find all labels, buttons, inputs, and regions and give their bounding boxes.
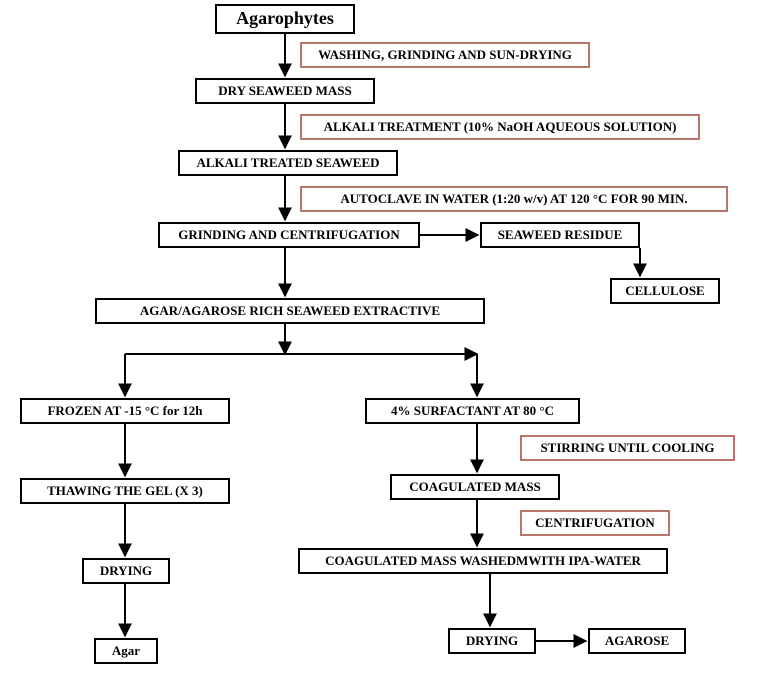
process-label: WASHING, GRINDING AND SUN-DRYING: [318, 48, 572, 62]
node-label: SEAWEED RESIDUE: [498, 228, 623, 242]
node-label: DRYING: [100, 564, 152, 578]
node-surfactant: 4% SURFACTANT AT 80 °C: [365, 398, 580, 424]
node-alkali-treated: ALKALI TREATED SEAWEED: [178, 150, 398, 176]
node-label: DRY SEAWEED MASS: [218, 84, 351, 98]
node-frozen: FROZEN AT -15 °C for 12h: [20, 398, 230, 424]
process-centrifugation: CENTRIFUGATION: [520, 510, 670, 536]
node-grinding: GRINDING AND CENTRIFUGATION: [158, 222, 420, 248]
process-label: ALKALI TREATMENT (10% NaOH AQUEOUS SOLUT…: [324, 120, 677, 134]
node-label: Agarophytes: [236, 9, 334, 29]
node-cellulose: CELLULOSE: [610, 278, 720, 304]
flowchart-arrows: [0, 0, 765, 690]
node-extractive: AGAR/AGAROSE RICH SEAWEED EXTRACTIVE: [95, 298, 485, 324]
process-stirring: STIRRING UNTIL COOLING: [520, 435, 735, 461]
node-label: THAWING THE GEL (X 3): [47, 484, 203, 498]
node-drying-2: DRYING: [448, 628, 536, 654]
node-residue: SEAWEED RESIDUE: [480, 222, 640, 248]
node-label: Agar: [112, 644, 140, 658]
node-label: FROZEN AT -15 °C for 12h: [47, 404, 202, 418]
process-label: CENTRIFUGATION: [535, 516, 655, 530]
process-label: STIRRING UNTIL COOLING: [540, 441, 714, 455]
node-drying-1: DRYING: [82, 558, 170, 584]
node-label: 4% SURFACTANT AT 80 °C: [391, 404, 554, 418]
node-label: DRYING: [466, 634, 518, 648]
node-label: AGAR/AGAROSE RICH SEAWEED EXTRACTIVE: [140, 304, 440, 318]
node-label: CELLULOSE: [625, 284, 704, 298]
node-agarophytes: Agarophytes: [215, 4, 355, 34]
node-dry-seaweed: DRY SEAWEED MASS: [195, 78, 375, 104]
node-label: COAGULATED MASS WASHEDMWITH IPA-WATER: [325, 554, 641, 568]
node-thawing: THAWING THE GEL (X 3): [20, 478, 230, 504]
node-label: GRINDING AND CENTRIFUGATION: [178, 228, 400, 242]
process-autoclave: AUTOCLAVE IN WATER (1:20 w/v) AT 120 °C …: [300, 186, 728, 212]
process-label: AUTOCLAVE IN WATER (1:20 w/v) AT 120 °C …: [340, 192, 687, 206]
node-agar: Agar: [94, 638, 158, 664]
flowchart-canvas: Agarophytes WASHING, GRINDING AND SUN-DR…: [0, 0, 765, 690]
process-alkali: ALKALI TREATMENT (10% NaOH AQUEOUS SOLUT…: [300, 114, 700, 140]
node-coagulated: COAGULATED MASS: [390, 474, 560, 500]
process-washing: WASHING, GRINDING AND SUN-DRYING: [300, 42, 590, 68]
node-label: COAGULATED MASS: [409, 480, 541, 494]
node-coag-washed: COAGULATED MASS WASHEDMWITH IPA-WATER: [298, 548, 668, 574]
node-label: ALKALI TREATED SEAWEED: [196, 156, 379, 170]
node-agarose: AGAROSE: [588, 628, 686, 654]
node-label: AGAROSE: [605, 634, 669, 648]
